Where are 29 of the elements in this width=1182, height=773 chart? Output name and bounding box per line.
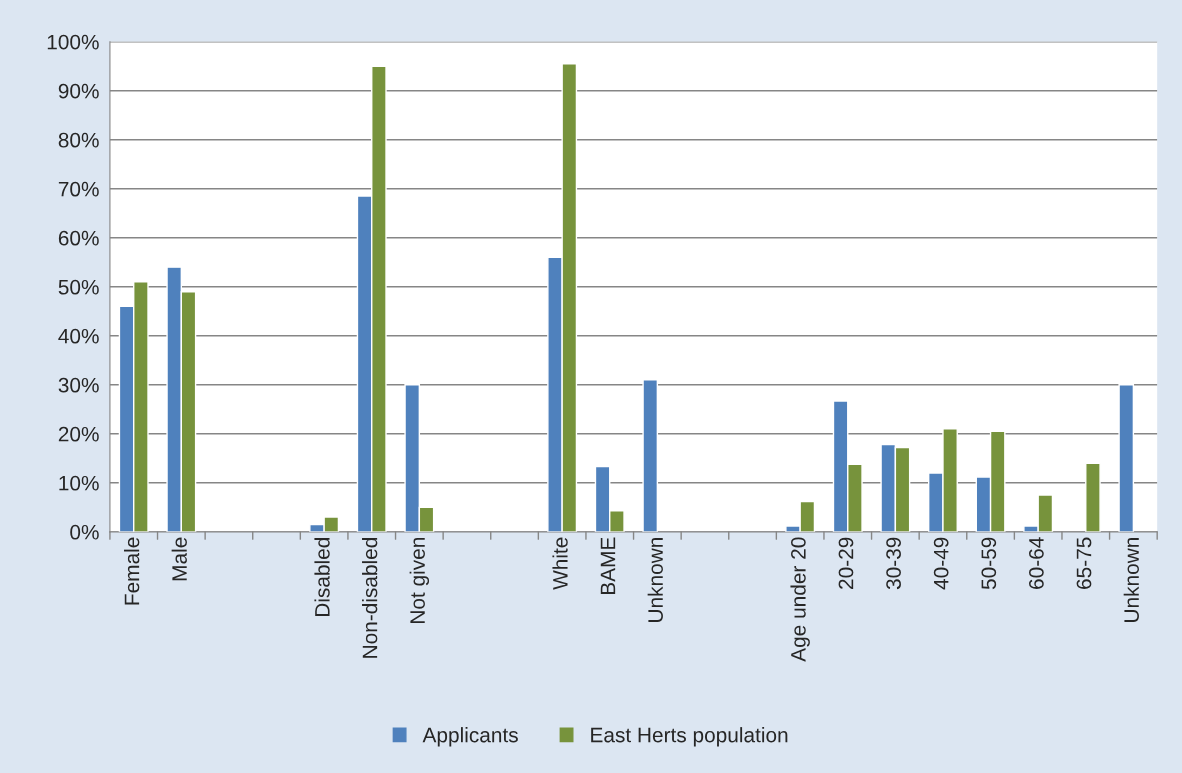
x-tick-label: 60-64 <box>1029 537 1044 589</box>
x-tick-label: White <box>552 537 568 590</box>
x-tick-label: Unknown <box>647 538 663 622</box>
legend-label: Applicants <box>422 727 518 747</box>
x-tick-label: BAME <box>600 537 616 595</box>
y-tick-label: 40% <box>58 328 99 344</box>
x-tick-label: Female <box>124 537 140 605</box>
x-tick-label: Unknown <box>1123 538 1139 622</box>
x-tick-label: 30-39 <box>886 537 901 590</box>
y-tick-label: 20% <box>58 426 99 442</box>
y-tick-label: 90% <box>58 83 99 99</box>
y-tick-label: 60% <box>58 230 99 246</box>
y-tick-label: 0% <box>70 524 99 540</box>
y-tick-label: 10% <box>59 475 99 491</box>
x-tick-label: 65-75 <box>1076 537 1092 589</box>
x-tick-label: Not given <box>409 538 430 623</box>
y-tick-label: 100% <box>47 34 99 50</box>
x-tick-label: Disabled <box>314 538 330 617</box>
x-tick-label: 20-29 <box>838 537 854 589</box>
legend-label: East Herts population <box>591 727 788 747</box>
x-tick-label: Age under 20 <box>790 537 810 662</box>
x-tick-label: Non-disabled <box>362 538 378 658</box>
y-tick-label: 70% <box>58 181 99 197</box>
x-tick-label: 40-49 <box>933 537 949 590</box>
y-tick-label: 30% <box>58 377 99 393</box>
y-tick-label: 50% <box>58 279 99 295</box>
x-tick-label: Male <box>171 537 187 581</box>
y-tick-label: 80% <box>58 132 99 148</box>
x-tick-label: 50-59 <box>981 537 997 590</box>
